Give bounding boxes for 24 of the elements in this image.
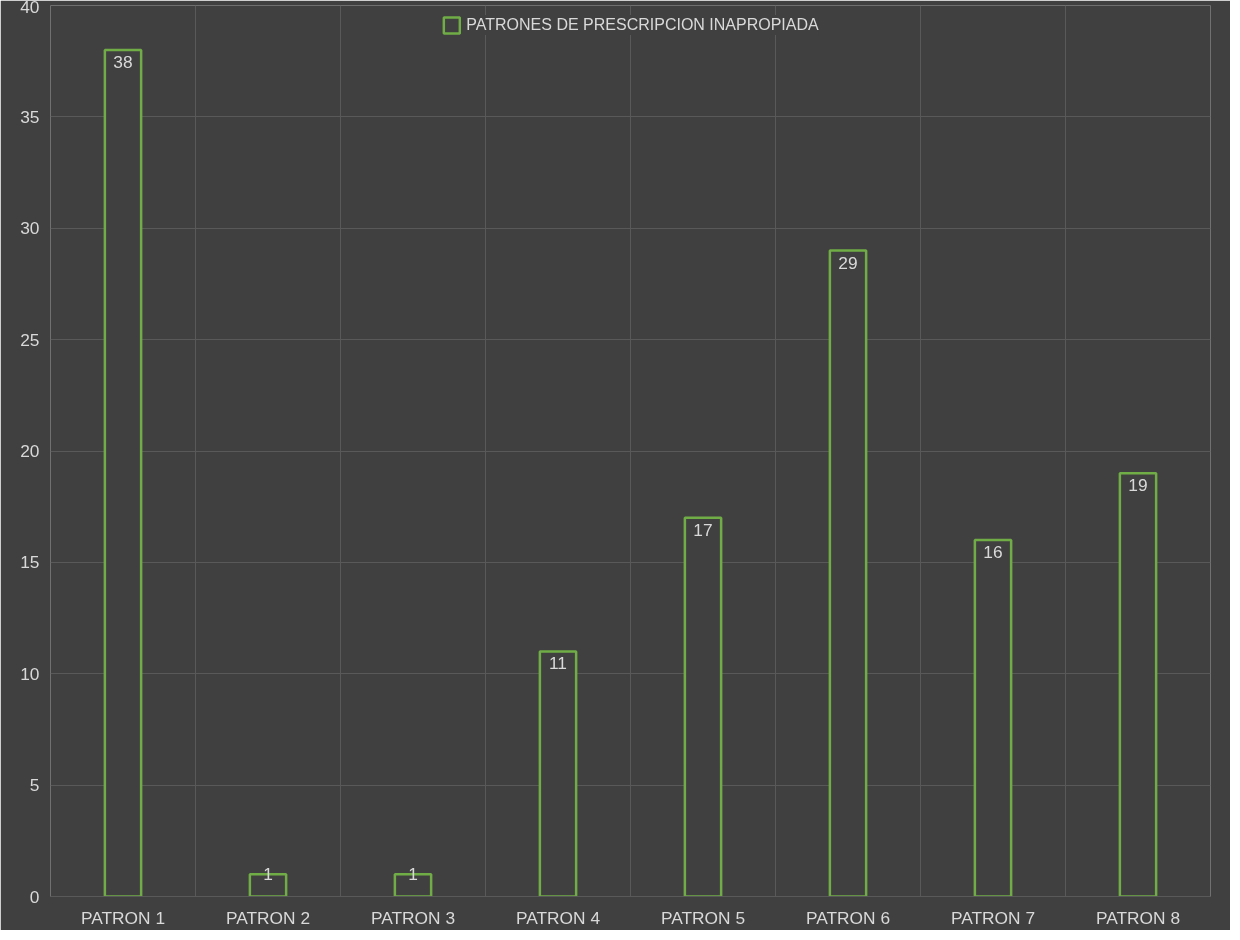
- data-label: 17: [693, 519, 713, 540]
- x-tick-label: PATRON 3: [370, 907, 456, 928]
- y-tick-label: 15: [20, 552, 40, 573]
- x-tick-label: PATRON 6: [805, 907, 891, 928]
- x-tick-label: PATRON 2: [225, 907, 311, 928]
- y-tick-label: 40: [20, 0, 40, 17]
- data-label: 11: [549, 653, 568, 674]
- y-tick-label: 20: [20, 441, 40, 461]
- x-tick-label: PATRON 1: [80, 907, 166, 928]
- data-label: 19: [1128, 475, 1148, 496]
- x-tick-label: PATRON 4: [515, 907, 601, 928]
- data-label: 38: [113, 52, 133, 73]
- y-tick-label: 10: [20, 663, 40, 684]
- x-tick-label: PATRON 7: [950, 907, 1036, 928]
- legend-label: PATRONES DE PRESCRIPCION INAPROPIADA: [466, 16, 819, 34]
- x-tick-label: PATRON 5: [660, 907, 746, 928]
- y-tick-label: 0: [29, 886, 40, 907]
- data-label: 29: [838, 252, 858, 273]
- y-tick-label: 30: [20, 218, 40, 239]
- y-tick-label: 35: [20, 106, 40, 127]
- y-tick-label: 5: [29, 775, 40, 796]
- y-tick-label: 25: [20, 329, 40, 350]
- x-tick-label: PATRON 8: [1095, 907, 1181, 928]
- data-label: 16: [983, 542, 1003, 563]
